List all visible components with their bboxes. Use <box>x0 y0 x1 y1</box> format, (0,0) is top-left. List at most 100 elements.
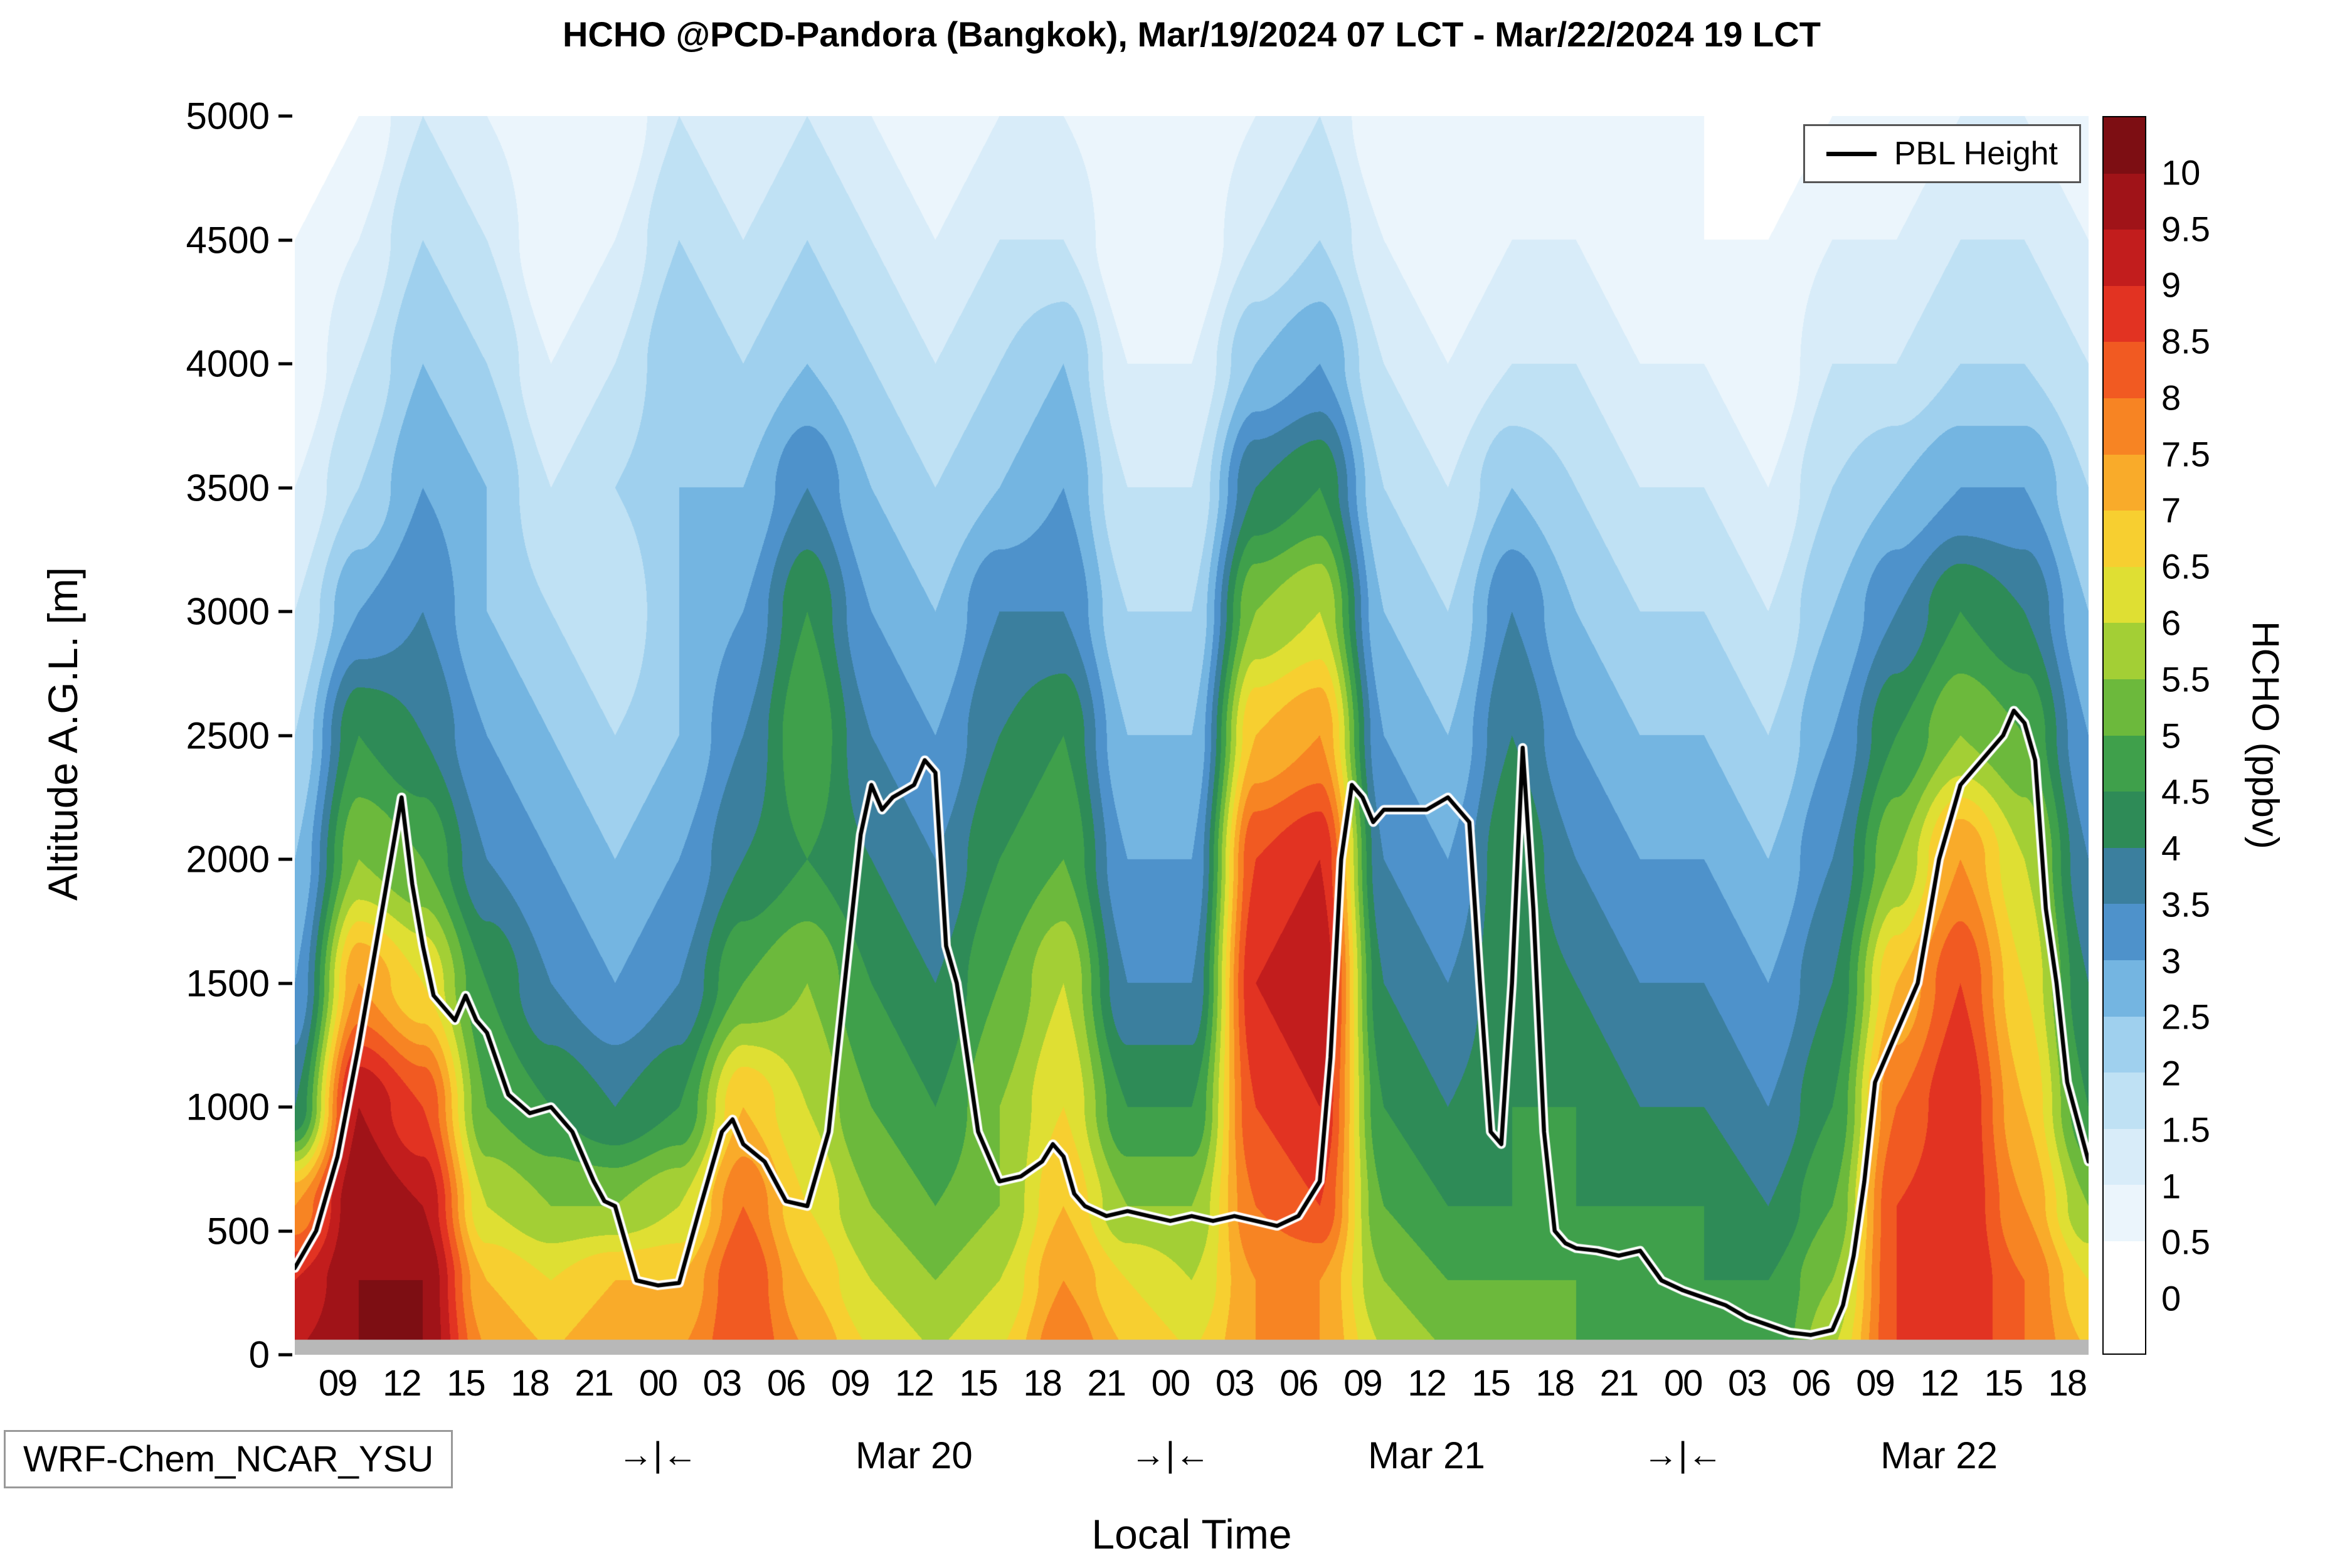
colorbar-tick-label: 4 <box>2161 828 2181 868</box>
day-label: Mar 21 <box>1368 1434 1485 1476</box>
colorbar-cell <box>2104 623 2145 679</box>
colorbar-tick-label: 2 <box>2161 1053 2181 1093</box>
x-tick-label: 03 <box>1215 1363 1254 1404</box>
pbl-legend: PBL Height <box>1803 124 2081 183</box>
x-tick-label: 03 <box>1727 1363 1767 1404</box>
day-label: Mar 22 <box>1880 1434 1998 1476</box>
colorbar <box>2102 116 2146 1355</box>
y-tick-mark <box>278 610 292 613</box>
y-tick-mark <box>278 857 292 861</box>
day-boundary-marker: →|← <box>618 1434 698 1474</box>
y-tick-label: 2000 <box>186 838 270 881</box>
y-axis-label: Altitude A.G.L. [m] <box>40 567 86 901</box>
x-tick-label: 18 <box>1023 1363 1062 1404</box>
colorbar-tick-label: 9 <box>2161 265 2181 305</box>
x-tick-label: 18 <box>2048 1363 2087 1404</box>
colorbar-cell <box>2104 511 2145 567</box>
colorbar-tick-label: 1 <box>2161 1166 2181 1206</box>
colorbar-tick-label: 6 <box>2161 603 2181 643</box>
y-tick-label: 3500 <box>186 467 270 509</box>
colorbar-tick-label: 8.5 <box>2161 321 2210 361</box>
y-tick-mark <box>278 1353 292 1357</box>
y-tick-label: 0 <box>248 1333 270 1376</box>
y-tick-label: 1500 <box>186 962 270 1004</box>
y-tick-label: 5000 <box>186 95 270 137</box>
x-tick-label: 21 <box>1087 1363 1126 1404</box>
colorbar-tick-label: 2.5 <box>2161 997 2210 1037</box>
colorbar-cell <box>2104 1128 2145 1185</box>
y-tick-label: 2500 <box>186 714 270 756</box>
x-tick-label: 15 <box>447 1363 485 1404</box>
x-tick-label: 12 <box>382 1363 421 1404</box>
colorbar-cell <box>2104 1185 2145 1241</box>
hcho-heatmap-canvas <box>295 116 2089 1355</box>
day-boundary-marker: →|← <box>1643 1434 1723 1474</box>
y-tick-mark <box>278 114 292 118</box>
x-tick-label: 12 <box>1920 1363 1959 1404</box>
colorbar-label: HCHO (ppbv) <box>2244 621 2287 849</box>
colorbar-tick-label: 3 <box>2161 941 2181 981</box>
x-tick-label: 09 <box>830 1363 870 1404</box>
y-tick-mark <box>278 238 292 241</box>
x-tick-label: 09 <box>1856 1363 1895 1404</box>
y-tick-mark <box>278 1105 292 1109</box>
colorbar-under-cell <box>2104 1297 2145 1354</box>
colorbar-tick-label: 5.5 <box>2161 659 2210 699</box>
model-label: WRF-Chem_NCAR_YSU <box>4 1430 453 1488</box>
colorbar-tick-label: 0.5 <box>2161 1222 2210 1262</box>
x-axis-label: Local Time <box>1091 1511 1292 1557</box>
colorbar-over-cell <box>2104 117 2145 174</box>
colorbar-cell <box>2104 904 2145 960</box>
x-tick-label: 06 <box>766 1363 806 1404</box>
y-tick-mark <box>278 362 292 366</box>
x-tick-label: 03 <box>702 1363 742 1404</box>
colorbar-cell <box>2104 1016 2145 1073</box>
colorbar-cell <box>2104 454 2145 511</box>
colorbar-tick-label: 0 <box>2161 1278 2181 1318</box>
colorbar-cell <box>2104 230 2145 286</box>
colorbar-cell <box>2104 960 2145 1017</box>
colorbar-tick-label: 4.5 <box>2161 771 2210 812</box>
colorbar-tick-label: 8 <box>2161 378 2181 418</box>
x-tick-label: 00 <box>1663 1363 1703 1404</box>
y-tick-mark <box>278 982 292 985</box>
x-tick-label: 06 <box>1279 1363 1318 1404</box>
pbl-legend-label: PBL Height <box>1894 135 2058 172</box>
y-tick-mark <box>278 734 292 737</box>
x-tick-label: 00 <box>638 1363 678 1404</box>
colorbar-cell <box>2104 566 2145 623</box>
colorbar-tick-label: 10 <box>2161 152 2201 193</box>
x-tick-label: 09 <box>1343 1363 1382 1404</box>
colorbar-cell <box>2104 847 2145 904</box>
x-tick-label: 12 <box>895 1363 934 1404</box>
chart-title: HCHO @PCD-Pandora (Bangkok), Mar/19/2024… <box>563 14 1821 54</box>
colorbar-tick-label: 5 <box>2161 716 2181 755</box>
colorbar-cell <box>2104 342 2145 398</box>
y-tick-label: 3000 <box>186 590 270 633</box>
day-label: Mar 20 <box>856 1434 973 1476</box>
colorbar-tick-label: 7 <box>2161 490 2181 530</box>
y-tick-label: 1000 <box>186 1086 270 1128</box>
y-tick-label: 4500 <box>186 219 270 261</box>
colorbar-cell <box>2104 792 2145 848</box>
colorbar-tick-label: 9.5 <box>2161 209 2210 249</box>
colorbar-tick-label: 1.5 <box>2161 1110 2210 1150</box>
x-tick-label: 18 <box>1535 1363 1575 1404</box>
x-tick-label: 18 <box>511 1363 549 1404</box>
colorbar-tick-label: 6.5 <box>2161 546 2210 586</box>
y-tick-mark <box>278 486 292 489</box>
x-tick-label: 15 <box>1471 1363 1510 1404</box>
colorbar-cell <box>2104 173 2145 230</box>
y-tick-label: 4000 <box>186 342 270 385</box>
colorbar-cell <box>2104 285 2145 342</box>
colorbar-tick-label: 7.5 <box>2161 434 2210 474</box>
colorbar-cell <box>2104 735 2145 792</box>
colorbar-cell <box>2104 398 2145 455</box>
x-tick-label: 15 <box>1984 1363 2023 1404</box>
x-tick-label: 12 <box>1407 1363 1446 1404</box>
colorbar-cell <box>2104 1241 2145 1298</box>
y-tick-label: 500 <box>206 1210 270 1252</box>
x-tick-label: 21 <box>1599 1363 1639 1404</box>
x-tick-label: 21 <box>575 1363 613 1404</box>
